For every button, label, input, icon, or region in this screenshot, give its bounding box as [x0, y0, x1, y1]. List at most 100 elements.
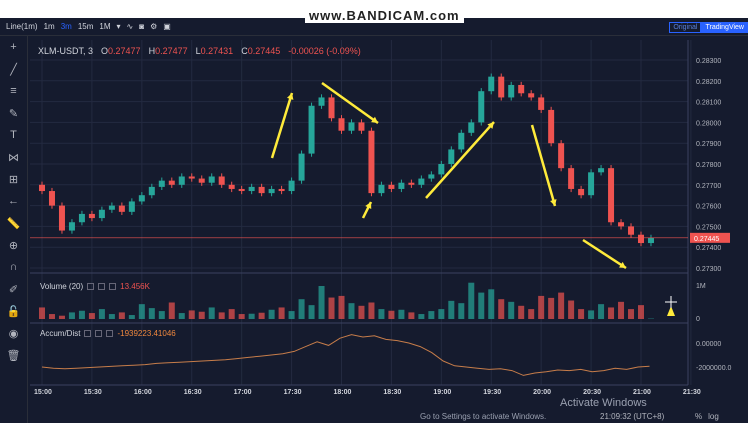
accum-dist-line: [41, 334, 650, 376]
ruler-icon[interactable]: 📏: [6, 217, 21, 230]
lock-drawing-icon[interactable]: ✐: [8, 283, 19, 296]
trading-chart-app: www.BANDICAM.com Line(1m) 1m 3m 15m 1M ▾…: [0, 8, 748, 423]
volume-bar: [108, 314, 115, 319]
forecast-icon[interactable]: ⊞: [8, 173, 19, 186]
chart-topbar: Line(1m) 1m 3m 15m 1M ▾ ∿ ◙ ⚙ ▣ Original…: [0, 18, 748, 36]
percent-button[interactable]: %: [695, 412, 703, 421]
price-tick: 0.28200: [696, 79, 721, 86]
low-label: L: [195, 46, 201, 56]
volume-bar: [138, 304, 145, 319]
candle-body: [258, 186, 265, 194]
hide-icon[interactable]: [95, 330, 103, 337]
volume-label[interactable]: Volume (20): [40, 282, 84, 291]
accum-label[interactable]: Accum/Dist: [40, 329, 81, 338]
price-tick: 0.28300: [696, 58, 721, 65]
candle-body: [188, 176, 195, 179]
interval-1M[interactable]: 1M: [99, 22, 111, 31]
time-tick: 19:30: [483, 389, 501, 396]
trash-icon[interactable]: 🗑: [6, 349, 21, 362]
brush-icon[interactable]: ✎: [8, 107, 19, 120]
arrow-head-icon: [619, 261, 626, 268]
settings-icon[interactable]: [87, 283, 95, 290]
text-icon[interactable]: T: [10, 129, 17, 141]
price-tick: 0.27500: [696, 224, 721, 231]
magnet-icon[interactable]: ∩: [9, 261, 18, 273]
chevron-down-icon[interactable]: ▾: [116, 22, 121, 31]
volume-bar: [188, 310, 195, 319]
trend-line-icon[interactable]: ╱: [10, 63, 17, 76]
candle-body: [498, 76, 505, 98]
candle-body: [548, 109, 555, 144]
annotation-arrow: [530, 124, 557, 207]
candle-body: [388, 184, 395, 189]
volume-bar: [328, 297, 335, 319]
candle-body: [638, 234, 644, 244]
volume-bar: [508, 301, 515, 319]
candle-body: [138, 195, 145, 202]
symbol-label[interactable]: XLM-USDT, 3: [38, 46, 94, 56]
original-view-button[interactable]: Original: [669, 22, 702, 33]
interval-3m[interactable]: 3m: [60, 22, 72, 31]
volume-bar: [498, 299, 505, 319]
volume-bar: [418, 314, 425, 319]
settings-icon[interactable]: [84, 330, 92, 337]
candle-body: [368, 130, 375, 194]
open-label: O: [101, 46, 109, 56]
price-chart[interactable]: 0.28300 0.28200 0.28100 0.28000 0.27900 0.278…: [0, 18, 748, 423]
candle-body: [178, 176, 185, 185]
volume-bar: [288, 311, 295, 319]
candle-body: [478, 91, 485, 123]
price-tick: 0.27700: [696, 183, 721, 190]
arrow-head-icon: [550, 199, 557, 206]
candle-body: [318, 97, 325, 106]
volume-bar: [39, 307, 45, 319]
volume-bar: [358, 305, 365, 319]
volume-bar: [48, 314, 55, 319]
time-tick: 21:00: [633, 389, 651, 396]
candle-body: [88, 213, 95, 219]
arrow-head-icon: [365, 202, 372, 209]
candle-body: [238, 188, 245, 192]
price-tick: 0.28100: [696, 100, 721, 107]
fib-icon[interactable]: ≡: [10, 85, 17, 97]
interval-1m[interactable]: 1m: [43, 22, 55, 31]
zoom-icon[interactable]: ⊕: [8, 239, 19, 252]
candle-body: [398, 182, 405, 189]
candle-body: [198, 178, 205, 183]
interval-15m[interactable]: 15m: [77, 22, 94, 31]
lock-icon[interactable]: 🔓: [6, 305, 21, 318]
volume-bar: [348, 303, 355, 319]
candle-body: [468, 122, 475, 133]
pattern-icon[interactable]: ⋈: [8, 151, 19, 164]
candle-body: [618, 222, 625, 227]
eye-icon[interactable]: ◉: [8, 327, 19, 340]
time-tick: 20:00: [533, 389, 551, 396]
volume-bar: [58, 315, 65, 319]
close-icon[interactable]: [109, 283, 117, 290]
indicators-icon[interactable]: ∿: [126, 22, 134, 31]
volume-bar: [118, 312, 125, 319]
volume-bar: [638, 305, 644, 319]
volume-bar: [158, 311, 165, 319]
hide-icon[interactable]: [98, 283, 106, 290]
log-button[interactable]: log: [708, 412, 719, 421]
candle-body: [438, 164, 445, 175]
candle-body: [148, 186, 155, 196]
back-arrow-icon[interactable]: ←: [8, 195, 19, 207]
candle-body: [448, 149, 455, 164]
gear-icon[interactable]: ⚙: [150, 22, 158, 31]
crosshair-icon[interactable]: +: [10, 41, 17, 53]
candle-body: [578, 188, 585, 196]
crosshair-cursor-icon: [665, 296, 677, 308]
tradingview-view-button[interactable]: TradingView: [701, 22, 748, 33]
volume-bar: [88, 313, 95, 319]
candle-body: [598, 168, 605, 173]
interval-line-1m[interactable]: Line(1m): [6, 22, 38, 31]
camera-icon[interactable]: ◙: [139, 22, 145, 31]
high-value: 0.27477: [155, 46, 188, 56]
close-icon[interactable]: [106, 330, 114, 337]
annotation-arrow: [270, 92, 294, 159]
candle-body: [608, 168, 615, 223]
ohlc-legend: XLM-USDT, 3 O0.27477 H0.27477 L0.27431 C…: [38, 46, 361, 56]
fullscreen-icon[interactable]: ▣: [163, 22, 171, 31]
